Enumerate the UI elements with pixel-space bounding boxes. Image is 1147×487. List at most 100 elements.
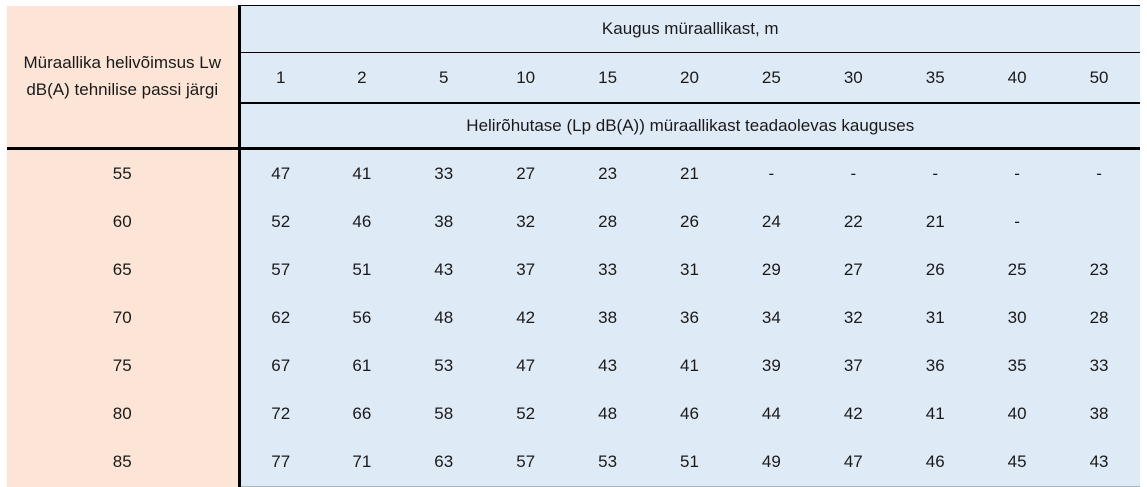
lp-value-cell: 26 — [894, 246, 977, 294]
lp-value-cell: 31 — [648, 246, 731, 294]
lp-value-cell: 42 — [812, 390, 895, 438]
lp-value-cell: 33 — [402, 148, 485, 198]
lw-row-header: 65 — [7, 246, 241, 294]
lp-value-cell: 43 — [1058, 438, 1140, 487]
table-row: 65 57 51 43 37 33 31 29 27 26 25 23 — [7, 246, 1140, 294]
header-row-distances: 1 2 5 10 15 20 25 30 35 40 50 — [7, 52, 1140, 104]
lp-value-cell: 42 — [484, 294, 567, 342]
distance-col-header: 40 — [976, 52, 1059, 104]
lp-value-cell: 37 — [484, 246, 567, 294]
lp-value-cell: 36 — [894, 342, 977, 390]
lp-value-cell: 35 — [976, 342, 1059, 390]
lp-value-cell: 71 — [320, 438, 403, 487]
lp-value-cell: 43 — [402, 246, 485, 294]
lp-value-cell: 24 — [730, 198, 813, 246]
lp-value-cell: 58 — [402, 390, 485, 438]
lp-value-cell: 25 — [976, 246, 1059, 294]
distance-group-header: Kaugus müraallikast, m — [239, 5, 1140, 53]
lp-value-cell: 57 — [239, 246, 321, 294]
lp-value-cell: 37 — [812, 342, 895, 390]
lp-value-cell: 33 — [1058, 342, 1140, 390]
lp-value-cell: 57 — [484, 438, 567, 487]
lp-value-cell: 34 — [730, 294, 813, 342]
lp-value-cell: 21 — [894, 198, 977, 246]
lp-value-cell: 53 — [566, 438, 649, 487]
lp-value-cell: 26 — [648, 198, 731, 246]
distance-col-header: 1 — [239, 52, 321, 104]
lp-value-cell: 28 — [1058, 294, 1140, 342]
distance-col-header: 20 — [648, 52, 731, 104]
lp-value-cell: - — [812, 148, 895, 198]
lp-value-cell: 23 — [566, 148, 649, 198]
lp-value-cell: - — [894, 148, 977, 198]
lp-value-cell: 41 — [320, 148, 403, 198]
lp-value-cell: 46 — [894, 438, 977, 487]
lp-value-cell: 48 — [566, 390, 649, 438]
table-row: 60 52 46 38 32 28 26 24 22 21- — [7, 198, 1140, 246]
lp-value-cell: 38 — [402, 198, 485, 246]
lp-value-cell: 46 — [648, 390, 731, 438]
lp-value-cell: 41 — [894, 390, 977, 438]
lp-value-cell: 23 — [1058, 246, 1140, 294]
lp-value-cell: 38 — [566, 294, 649, 342]
lp-value-cell: 32 — [812, 294, 895, 342]
distance-col-header: 15 — [566, 52, 649, 104]
lp-value-cell: 47 — [484, 342, 567, 390]
noise-level-table: Müraallika helivõimsus Lw dB(A) tehnilis… — [7, 5, 1140, 487]
table-row: 85 77 71 63 57 53 51 49 47 46 45 43 — [7, 438, 1140, 487]
distance-col-header: 50 — [1058, 52, 1140, 104]
lp-value-cell: 21 — [648, 148, 731, 198]
lp-value-cell: 66 — [320, 390, 403, 438]
lp-value-cell: 28 — [566, 198, 649, 246]
corner-header: Müraallika helivõimsus Lw dB(A) tehnilis… — [7, 5, 241, 150]
lw-row-header: 75 — [7, 342, 241, 390]
lp-value-cell: 27 — [484, 148, 567, 198]
lp-value-cell: 43 — [566, 342, 649, 390]
lp-value-cell: 27 — [812, 246, 895, 294]
lp-value-cell: 53 — [402, 342, 485, 390]
lp-value-cell: 56 — [320, 294, 403, 342]
lw-row-header: 60 — [7, 198, 241, 246]
lp-value-cell: - — [730, 148, 813, 198]
lp-value-cell: 40 — [976, 390, 1059, 438]
lp-value-cell: 32 — [484, 198, 567, 246]
lp-value-cell: 31 — [894, 294, 977, 342]
lp-value-cell: 41 — [648, 342, 731, 390]
distance-col-header: 30 — [812, 52, 895, 104]
lp-value-cell: 63 — [402, 438, 485, 487]
lp-value-cell: 46 — [320, 198, 403, 246]
lp-value-cell: 39 — [730, 342, 813, 390]
distance-col-header: 25 — [730, 52, 813, 104]
lp-value-cell: 49 — [730, 438, 813, 487]
distance-col-header: 10 — [484, 52, 567, 104]
lp-value-cell: 38 — [1058, 390, 1140, 438]
table-row: 75 67 61 53 47 43 41 39 37 36 35 33 — [7, 342, 1140, 390]
lp-value-cell: - — [976, 148, 1059, 198]
lp-value-cell: 51 — [320, 246, 403, 294]
lp-value-cell: 67 — [239, 342, 321, 390]
lp-value-cell: 36 — [648, 294, 731, 342]
lp-value-cell: - — [1058, 148, 1140, 198]
lp-value-cell: - — [976, 198, 1059, 246]
distance-col-header: 35 — [894, 52, 977, 104]
lp-value-cell: 33 — [566, 246, 649, 294]
lp-value-cell — [1058, 198, 1140, 246]
lp-value-cell: 52 — [484, 390, 567, 438]
sub-header: Helirõhutase (Lp dB(A)) müraallikast tea… — [239, 103, 1140, 150]
lp-value-cell: 45 — [976, 438, 1059, 487]
lp-value-cell: 47 — [239, 148, 321, 198]
lp-value-cell: 51 — [648, 438, 731, 487]
lp-value-cell: 48 — [402, 294, 485, 342]
table-row: 55 47 41 33 27 23 21- - - - - — [7, 148, 1140, 198]
lp-value-cell: 29 — [730, 246, 813, 294]
header-row-sub: Helirõhutase (Lp dB(A)) müraallikast tea… — [7, 103, 1140, 150]
lp-value-cell: 62 — [239, 294, 321, 342]
table-row: 70 62 56 48 42 38 36 34 32 31 30 28 — [7, 294, 1140, 342]
lp-value-cell: 47 — [812, 438, 895, 487]
lw-row-header: 55 — [7, 148, 241, 198]
distance-col-header: 2 — [320, 52, 403, 104]
header-row-group: Müraallika helivõimsus Lw dB(A) tehnilis… — [7, 5, 1140, 150]
lp-value-cell: 72 — [239, 390, 321, 438]
distance-col-header: 5 — [402, 52, 485, 104]
